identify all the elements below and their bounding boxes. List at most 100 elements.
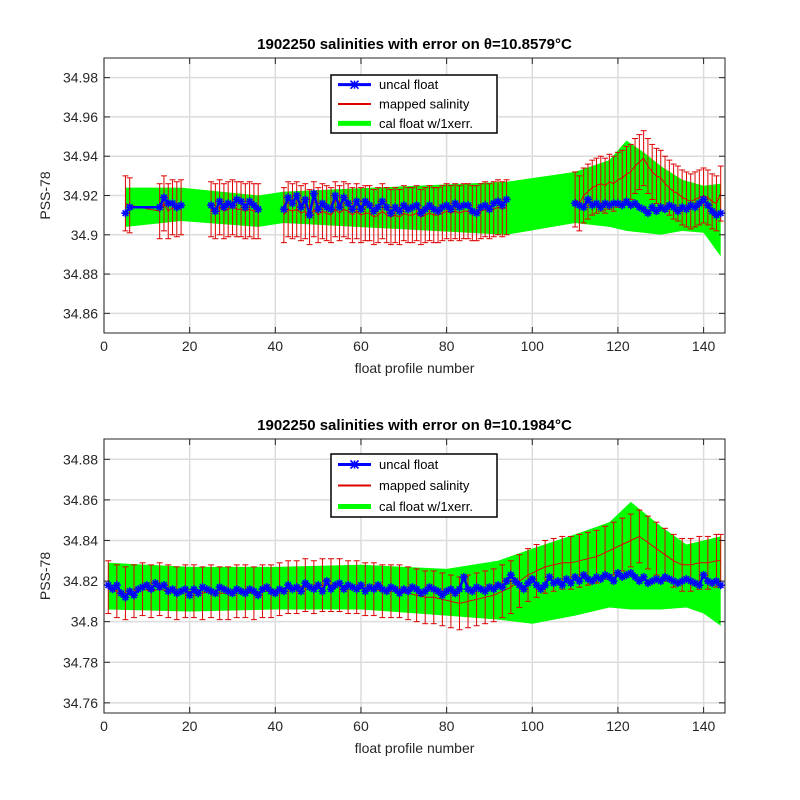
uncal-float-marker <box>498 583 507 592</box>
uncal-float-marker <box>365 201 374 210</box>
uncal-float-marker <box>716 581 725 590</box>
x-tick-label: 100 <box>521 718 545 734</box>
x-tick-label: 100 <box>521 338 545 354</box>
legend: uncal float mapped salinity cal float w/1x… <box>330 453 498 518</box>
uncal-float-marker <box>356 205 365 214</box>
bottom-salinity-chart: 0 20 40 60 80 100 120 140 34.76 34.78 34.8 34.82 34.… <box>37 417 726 756</box>
uncal-float-marker-stroke <box>152 579 159 587</box>
x-tick-label: 140 <box>692 338 716 354</box>
uncal-float-marker-stroke <box>464 201 472 209</box>
uncal-float-marker <box>339 193 348 202</box>
uncal-float-marker-stroke <box>473 209 480 217</box>
uncal-float-marker-stroke <box>498 583 506 591</box>
uncal-float-marker <box>262 583 271 592</box>
uncal-float-marker-stroke <box>190 585 198 593</box>
uncal-float-marker <box>519 585 528 594</box>
uncal-float-marker <box>464 201 473 210</box>
uncal-float-marker <box>455 585 464 594</box>
uncal-float-marker-stroke <box>473 583 480 591</box>
uncal-float-marker <box>331 581 340 590</box>
uncal-float-marker-stroke <box>665 575 673 583</box>
uncal-float-marker-stroke <box>601 571 609 579</box>
chart-title: 1902250 salinities with error on θ=10.85… <box>257 36 572 53</box>
uncal-float-marker-stroke <box>456 585 463 593</box>
uncal-float-marker-stroke <box>640 573 647 581</box>
uncal-float-marker-stroke <box>391 585 399 593</box>
uncal-float-marker <box>125 203 134 212</box>
uncal-float-marker-stroke <box>224 199 232 207</box>
uncal-float-marker <box>181 585 190 594</box>
uncal-float-marker-stroke <box>593 199 600 207</box>
uncal-float-marker-stroke <box>576 577 583 585</box>
uncal-float-marker <box>382 203 391 212</box>
uncal-float-marker <box>502 577 511 586</box>
x-axis-label: float profile number <box>355 360 475 376</box>
mapped-salinity-line <box>574 157 722 205</box>
uncal-float-marker <box>528 575 537 584</box>
uncal-float-marker <box>344 199 353 208</box>
legend-label: uncal float <box>379 77 439 92</box>
uncal-float-marker-stroke <box>571 573 579 581</box>
uncal-float-marker-stroke <box>301 196 309 203</box>
uncal-float-marker-stroke <box>486 205 493 213</box>
uncal-float-marker <box>446 205 455 214</box>
uncal-float-marker-stroke <box>301 579 309 587</box>
uncal-float-marker-stroke <box>580 571 588 579</box>
uncal-float-marker-stroke <box>220 585 228 593</box>
y-tick-label: 34.92 <box>63 188 98 204</box>
uncal-float-marker-stroke <box>177 201 185 209</box>
uncal-float-marker <box>386 209 395 218</box>
uncal-float-marker-stroke <box>246 585 253 593</box>
uncal-float-marker-stroke <box>717 209 725 217</box>
uncal-float-marker-stroke <box>216 198 224 205</box>
uncal-float-marker-stroke <box>700 571 707 579</box>
uncal-float-marker <box>292 583 301 592</box>
uncal-float-marker-stroke <box>314 581 322 589</box>
uncal-float-marker-stroke <box>280 205 288 213</box>
uncal-float-marker <box>643 209 652 218</box>
legend: uncal float mapped salinity cal float w/1x… <box>330 74 498 134</box>
uncal-float-marker <box>322 577 331 586</box>
legend-label: cal float w/1xerr. <box>379 116 473 131</box>
uncal-float-marker <box>434 207 443 216</box>
uncal-float-marker-stroke <box>169 585 176 593</box>
uncal-float-marker-stroke <box>396 207 403 215</box>
legend-label: cal float w/1xerr. <box>379 499 473 514</box>
uncal-float-marker-stroke <box>627 569 635 577</box>
uncal-float-marker-stroke <box>648 203 656 211</box>
uncal-float-marker-stroke <box>327 205 335 213</box>
uncal-float-marker-stroke <box>610 577 618 585</box>
uncal-float-marker <box>326 585 335 594</box>
uncal-float-marker <box>395 207 404 216</box>
uncal-float-marker-stroke <box>340 194 348 201</box>
uncal-float-marker-stroke <box>379 198 386 205</box>
uncal-float-marker <box>297 203 306 212</box>
uncal-float-marker <box>356 581 365 590</box>
uncal-float-marker-stroke <box>229 201 236 209</box>
uncal-float-marker-stroke <box>503 196 510 203</box>
uncal-float-marker-stroke <box>331 192 339 199</box>
uncal-float-marker-stroke <box>306 583 313 591</box>
uncal-float-marker-stroke <box>211 589 219 597</box>
uncal-float-marker-stroke <box>460 573 468 581</box>
uncal-float-marker <box>121 209 130 218</box>
uncal-float-marker-stroke <box>366 201 373 209</box>
uncal-float-marker-stroke <box>468 207 476 215</box>
uncal-float-marker-stroke <box>541 581 549 589</box>
uncal-float-marker <box>566 579 575 588</box>
uncal-float-marker-stroke <box>623 198 630 205</box>
uncal-float-marker <box>215 197 224 206</box>
uncal-float-marker-stroke <box>344 581 352 589</box>
uncal-float-marker-stroke <box>122 209 129 217</box>
uncal-float-marker <box>579 203 588 212</box>
uncal-float-marker-stroke <box>254 591 262 599</box>
uncal-float-marker-stroke <box>546 573 553 581</box>
uncal-float-marker-stroke <box>567 579 575 587</box>
uncal-float-marker-stroke <box>614 569 622 577</box>
uncal-float-marker-stroke <box>182 585 189 593</box>
uncal-float-marker <box>112 581 121 590</box>
uncal-float-marker <box>506 570 515 579</box>
uncal-float-marker <box>352 197 361 206</box>
uncal-float-marker <box>147 585 156 594</box>
